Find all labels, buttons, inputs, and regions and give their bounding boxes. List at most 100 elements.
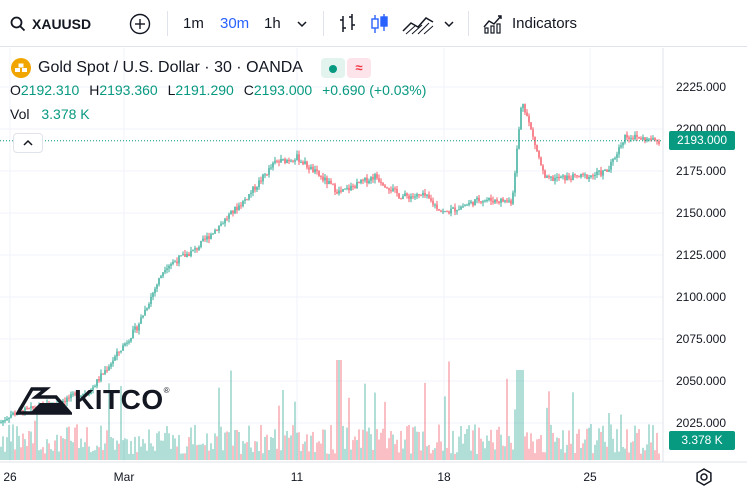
- symbol-search[interactable]: XAUUSD: [10, 0, 91, 47]
- volume-bar: [254, 441, 256, 460]
- candle-body: [232, 210, 234, 214]
- volume-bar: [544, 452, 546, 460]
- candle-body: [620, 145, 622, 148]
- candle-body: [396, 188, 398, 194]
- candle-body: [110, 363, 112, 367]
- candle-body: [416, 194, 418, 197]
- volume-bar: [372, 449, 374, 460]
- volume-bar: [278, 405, 280, 460]
- interval-dropdown[interactable]: [296, 0, 308, 47]
- volume-label: Vol: [10, 106, 30, 122]
- search-icon: [10, 16, 26, 31]
- interval-30m[interactable]: 30m: [220, 15, 250, 32]
- delay-status[interactable]: ≈: [346, 58, 371, 78]
- candle-body: [90, 389, 92, 395]
- candle-body: [546, 176, 548, 178]
- volume-bar: [470, 450, 472, 460]
- chart-type-dropdown[interactable]: [443, 0, 455, 47]
- volume-bar: [106, 430, 108, 460]
- interval-1h[interactable]: 1h: [264, 15, 281, 32]
- candle-body: [80, 395, 82, 398]
- chart-title-row: Gold Spot / U.S. Dollar · 30 · OANDA ≈: [10, 57, 371, 79]
- candle-body: [350, 185, 352, 191]
- volume-bar: [338, 360, 340, 460]
- market-open-status[interactable]: [320, 58, 345, 78]
- volume-bar: [582, 443, 584, 460]
- volume-bar: [90, 452, 92, 460]
- volume-bar: [320, 443, 322, 460]
- candle-body: [622, 142, 624, 146]
- volume-bar: [522, 370, 524, 460]
- volume-bar: [46, 439, 48, 460]
- candle-body: [454, 207, 456, 212]
- volume-bar: [396, 439, 398, 460]
- candle-body: [652, 138, 654, 140]
- candle-body: [314, 169, 316, 173]
- volume-bar: [460, 426, 462, 460]
- candle-body: [378, 178, 380, 182]
- volume-bar: [580, 447, 582, 460]
- candle-body: [194, 248, 196, 250]
- candle-body: [382, 183, 384, 186]
- candle-body: [472, 201, 474, 206]
- candle-body: [634, 134, 636, 140]
- volume-bar: [174, 438, 176, 460]
- candle-body: [588, 177, 590, 179]
- candle-body: [448, 211, 450, 214]
- candle-body: [578, 176, 580, 178]
- volume-bar: [418, 431, 420, 460]
- volume-bar: [434, 448, 436, 460]
- candle-body: [208, 236, 210, 239]
- volume-bar: [304, 441, 306, 460]
- low-value: 2191.290: [175, 82, 234, 98]
- volume-bar: [368, 427, 370, 460]
- volume-bar: [528, 448, 530, 460]
- chart-settings-button[interactable]: [694, 467, 714, 487]
- candle-body: [518, 129, 520, 149]
- candle-body: [98, 379, 100, 381]
- x-tick-label: Mar: [114, 470, 135, 484]
- candle-body: [404, 193, 406, 197]
- volume-bar: [562, 430, 564, 460]
- candle-body: [582, 173, 584, 175]
- volume-bar: [180, 453, 182, 460]
- time-axis-labels: 26 Mar 11 18 25: [3, 470, 597, 484]
- toolbar-divider: [468, 11, 469, 36]
- candles-style-button[interactable]: [370, 0, 390, 47]
- candle-body: [616, 154, 618, 158]
- volume-bar: [480, 438, 482, 460]
- volume-bar: [18, 435, 20, 460]
- interval-1m[interactable]: 1m: [183, 15, 204, 32]
- candle-body: [12, 412, 14, 415]
- compare-button[interactable]: [129, 0, 151, 47]
- indicators-button[interactable]: Indicators: [483, 0, 577, 47]
- high-value: 2193.360: [99, 82, 158, 98]
- volume-bar: [508, 436, 510, 460]
- bar-style-button[interactable]: [338, 0, 358, 47]
- volume-bar: [482, 441, 484, 460]
- volume-bar: [592, 453, 594, 460]
- volume-bar: [398, 452, 400, 460]
- candle-body: [106, 370, 108, 372]
- volume-bar: [118, 443, 120, 460]
- candle-body: [96, 379, 98, 387]
- candle-body: [464, 205, 466, 207]
- area-style-button[interactable]: [402, 0, 434, 47]
- candle-body: [560, 176, 562, 179]
- candle-body: [302, 161, 304, 165]
- volume-bar: [48, 443, 50, 460]
- candle-body: [190, 250, 192, 257]
- candle-body: [258, 180, 260, 188]
- candle-body: [92, 387, 94, 390]
- candle-body: [516, 148, 518, 174]
- volume-bar: [184, 453, 186, 460]
- volume-bar: [104, 443, 106, 460]
- volume-bar: [314, 451, 316, 460]
- volume-bar: [452, 430, 454, 460]
- candle-body: [162, 272, 164, 277]
- candle-body: [148, 303, 150, 309]
- volume-bar: [112, 438, 114, 460]
- volume-bar: [502, 445, 504, 460]
- collapse-legend-button[interactable]: [13, 133, 43, 153]
